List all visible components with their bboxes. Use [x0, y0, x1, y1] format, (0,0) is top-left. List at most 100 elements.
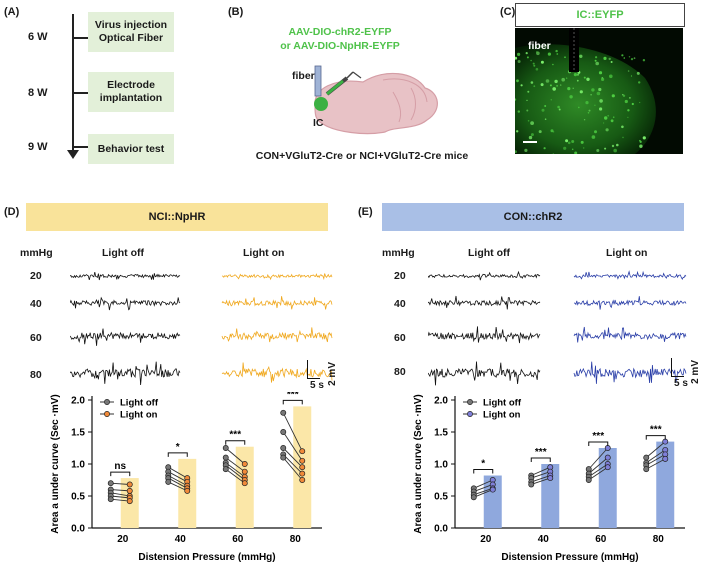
y-tick-label: 2.0: [71, 396, 85, 407]
significance-label: ***: [287, 392, 299, 400]
pair-line: [282, 431, 303, 462]
legend-marker: [104, 399, 110, 405]
pair-line: [110, 495, 130, 499]
bar: [598, 448, 617, 528]
bar: [656, 441, 675, 528]
neural-trace: [428, 295, 541, 310]
legend-marker: [467, 399, 473, 405]
row-pressure: 40: [30, 298, 42, 310]
point-light-on: [241, 461, 248, 467]
mice-label: CON+VGluT2-Cre or NCI+VGluT2-Cre mice: [255, 150, 469, 162]
row-pressure: 60: [30, 332, 42, 344]
neural-trace: [70, 296, 181, 311]
pair-line: [646, 458, 666, 470]
pair-line: [531, 466, 551, 476]
neural-trace: [70, 272, 181, 281]
point-light-on: [547, 475, 554, 482]
point-light-on: [604, 464, 611, 471]
y-tick-label: 1.5: [434, 428, 448, 439]
pair-line: [473, 484, 493, 492]
point-light-off: [165, 478, 172, 485]
neural-trace: [428, 270, 541, 281]
point-light-off: [222, 466, 229, 473]
neural-trace: [70, 361, 181, 386]
neural-trace: [573, 326, 687, 343]
y-tick-label: 0.0: [71, 524, 85, 535]
y-tick-label: 1.0: [434, 460, 448, 471]
point-light-off: [528, 481, 535, 488]
neural-trace: [428, 326, 541, 344]
pair-line: [588, 447, 609, 470]
significance-bracket: [167, 452, 188, 457]
significance-label: ***: [592, 431, 604, 442]
point-light-on: [184, 487, 191, 494]
significance-bracket: [645, 435, 666, 440]
significance-label: *: [176, 442, 180, 453]
pair-line: [225, 468, 246, 484]
significance-label: ns: [114, 461, 126, 472]
timeline-tick: [73, 92, 88, 94]
significance-bracket: [282, 399, 303, 405]
pair-line: [168, 466, 188, 479]
col-light-on: Light on: [243, 247, 285, 259]
point-light-on: [604, 454, 611, 461]
point-light-off: [585, 477, 592, 483]
neural-trace: [573, 361, 687, 384]
x-tick-label: 60: [232, 534, 244, 545]
point-light-on: [662, 455, 669, 462]
point-light-off: [470, 494, 477, 501]
point-light-on: [126, 481, 133, 488]
x-tick-label: 40: [175, 534, 187, 545]
row-pressure: 60: [394, 332, 406, 344]
timeline-axis: [72, 14, 74, 154]
mouse-brain-illustration: [314, 65, 438, 135]
ic-label: IC: [313, 117, 324, 129]
pair-line: [473, 489, 493, 498]
col-light-on: Light on: [606, 247, 648, 259]
y-tick-label: 1.5: [71, 428, 85, 439]
pair-line: [588, 466, 609, 481]
banner-e: CON::chR2: [382, 203, 684, 231]
y-tick-label: 2.0: [434, 396, 448, 407]
pair-line: [168, 475, 188, 487]
x-axis-label: Distension Pressure (mmHg): [138, 552, 275, 563]
row-pressure: 40: [394, 298, 406, 310]
point-light-on: [299, 448, 306, 455]
timeline-step: Electrode implantation: [88, 72, 174, 112]
fiber-label-c: fiber: [528, 40, 551, 52]
pair-line: [588, 463, 609, 478]
significance-label: *: [481, 459, 485, 470]
pair-line: [531, 471, 551, 479]
significance-bracket: [225, 440, 246, 445]
banner-d: NCI::NpHR: [26, 203, 328, 231]
point-light-off: [222, 445, 229, 451]
col-light-off: Light off: [468, 247, 510, 259]
pair-line: [168, 471, 188, 483]
point-light-on: [489, 486, 496, 493]
y-axis-label: Area a under curve (Sec ·mV): [50, 394, 61, 534]
point-light-on: [241, 468, 248, 475]
point-light-off: [280, 429, 287, 435]
legend-label: Light off: [483, 398, 522, 409]
pair-line: [110, 489, 130, 492]
pair-line: [110, 492, 130, 497]
point-light-off: [280, 409, 287, 416]
neural-trace: [221, 362, 333, 383]
bar: [483, 475, 502, 528]
scale-v: 2 mV: [327, 362, 338, 386]
significance-bracket: [473, 469, 494, 474]
bar: [235, 446, 254, 528]
x-tick-label: 40: [538, 534, 550, 545]
pair-line: [225, 462, 246, 478]
scale-bar: [671, 358, 684, 377]
week-label: 6 W: [28, 31, 48, 43]
pair-line: [473, 479, 493, 489]
timeline-arrow-icon: [67, 150, 79, 159]
x-tick-label: 80: [290, 534, 302, 545]
fluorescence-title: IC::EYFP: [515, 3, 685, 27]
neural-trace: [428, 361, 541, 386]
y-tick-label: 0.5: [71, 492, 85, 503]
unit-label: mmHg: [382, 247, 415, 259]
panel-label-d: (D): [4, 206, 20, 218]
significance-label: ***: [650, 425, 662, 436]
